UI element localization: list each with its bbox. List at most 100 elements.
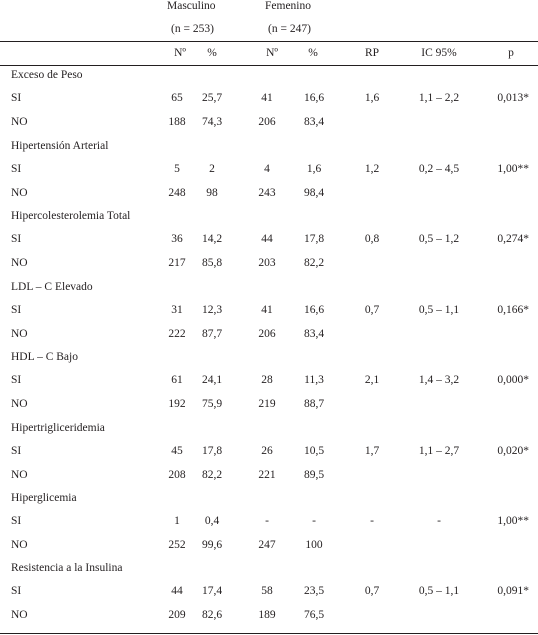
cell-f-pct: 88,7 (303, 398, 325, 410)
cell-m-n: 5 (174, 163, 180, 175)
section-title: LDL – C Elevado (11, 281, 93, 293)
cell-p-value: 0,020* (497, 445, 529, 457)
cell-m-n: 36 (171, 233, 183, 245)
section-title: Hipertrigliceridemia (11, 422, 105, 434)
row-label: NO (11, 328, 28, 340)
col-header-no-femenino: Nº (266, 47, 278, 59)
cell-f-n: 41 (261, 92, 273, 104)
cell-ic: 0,5 – 1,1 (418, 304, 460, 316)
table-row-si: SI 36 14,2 44 17,8 0,8 0,5 – 1,2 0,274* (0, 229, 538, 249)
cell-m-n: 61 (171, 374, 183, 386)
section-title-row: Exceso de Peso (0, 65, 538, 85)
row-label: SI (11, 92, 22, 104)
table-rule-bottom (0, 633, 538, 634)
cell-m-pct: 74,3 (201, 116, 223, 128)
cell-m-pct: 0,4 (204, 515, 220, 527)
table-row-no: NO 188 74,3 206 83,4 (0, 112, 538, 132)
cell-p-value: 0,000* (497, 374, 529, 386)
cell-f-n: 243 (258, 187, 276, 199)
cell-m-pct: 14,2 (201, 233, 223, 245)
row-label: SI (11, 304, 22, 316)
cell-rp: - (370, 515, 374, 527)
cell-p-value: 0,013* (497, 92, 529, 104)
table-row-si: SI 61 24,1 28 11,3 2,1 1,4 – 3,2 0,000* (0, 370, 538, 390)
cell-f-pct: 98,4 (303, 187, 325, 199)
row-label: NO (11, 257, 28, 269)
row-label: SI (11, 445, 22, 457)
cell-f-n: 4 (264, 163, 270, 175)
group-header-femenino: Femenino (265, 0, 311, 12)
n-masculino: (n = 253) (171, 23, 214, 35)
cell-ic: - (437, 515, 441, 527)
cell-m-n: 188 (168, 116, 186, 128)
table-row-si: SI 44 17,4 58 23,5 0,7 0,5 – 1,1 0,091* (0, 581, 538, 601)
cell-p-value: 1,00** (497, 515, 529, 527)
cell-f-n: 41 (261, 304, 273, 316)
row-label: SI (11, 233, 22, 245)
table-row-si: SI 1 0,4 - - - - 1,00** (0, 511, 538, 531)
header-rule-bottom (0, 65, 538, 66)
cell-p-value: 1,00** (497, 163, 529, 175)
cell-f-pct: 100 (305, 539, 323, 551)
cell-f-n: 203 (258, 257, 276, 269)
cell-f-n: 26 (261, 445, 273, 457)
table-row-no: NO 252 99,6 247 100 (0, 535, 538, 555)
row-label: SI (11, 163, 22, 175)
section-title: HDL – C Bajo (11, 351, 78, 363)
cell-f-pct: 10,5 (303, 445, 325, 457)
table-row-no: NO 192 75,9 219 88,7 (0, 394, 538, 414)
cell-m-n: 208 (168, 469, 186, 481)
cell-m-pct: 99,6 (201, 539, 223, 551)
cell-ic: 0,5 – 1,1 (418, 585, 460, 597)
section-title-row: Hipertrigliceridemia (0, 418, 538, 438)
cell-m-n: 44 (171, 585, 183, 597)
table-row-si: SI 65 25,7 41 16,6 1,6 1,1 – 2,2 0,013* (0, 88, 538, 108)
cell-f-pct: 16,6 (303, 304, 325, 316)
cell-p-value: 0,166* (497, 304, 529, 316)
header-rule-top (0, 41, 538, 42)
cell-m-n: 248 (168, 187, 186, 199)
cell-m-n: 1 (174, 515, 180, 527)
col-header-pct-masculino: % (207, 47, 217, 59)
table-row-no: NO 222 87,7 206 83,4 (0, 324, 538, 344)
row-label: SI (11, 585, 22, 597)
cell-f-n: 206 (258, 116, 276, 128)
cell-ic: 1,1 – 2,2 (418, 92, 460, 104)
section-title-row: Hiperglicemia (0, 488, 538, 508)
table-row-si: SI 5 2 4 1,6 1,2 0,2 – 4,5 1,00** (0, 159, 538, 179)
cell-f-n: 58 (261, 585, 273, 597)
section-title: Resistencia a la Insulina (11, 562, 123, 574)
section-title-row: Resistencia a la Insulina (0, 558, 538, 578)
cell-f-n: 28 (261, 374, 273, 386)
cell-ic: 1,1 – 2,7 (418, 445, 460, 457)
cell-m-pct: 2 (209, 163, 215, 175)
cell-m-pct: 82,2 (201, 469, 223, 481)
n-femenino: (n = 247) (268, 23, 311, 35)
cell-m-pct: 85,8 (201, 257, 223, 269)
cell-f-n: 247 (258, 539, 276, 551)
cell-rp: 1,2 (364, 163, 380, 175)
section-title: Hipercolesterolemia Total (11, 210, 131, 222)
section-title-row: Hipercolesterolemia Total (0, 206, 538, 226)
cell-m-n: 45 (171, 445, 183, 457)
table-row-si: SI 31 12,3 41 16,6 0,7 0,5 – 1,1 0,166* (0, 300, 538, 320)
cell-m-n: 217 (168, 257, 186, 269)
cell-rp: 1,6 (364, 92, 380, 104)
table-row-no: NO 209 82,6 189 76,5 (0, 605, 538, 625)
col-header-ic95: IC 95% (421, 47, 457, 59)
cell-ic: 1,4 – 3,2 (418, 374, 460, 386)
cell-rp: 1,7 (364, 445, 380, 457)
row-label: NO (11, 539, 28, 551)
col-header-rp: RP (364, 47, 380, 59)
cell-f-n: 219 (258, 398, 276, 410)
table-row-no: NO 217 85,8 203 82,2 (0, 253, 538, 273)
row-label: NO (11, 469, 28, 481)
cell-m-pct: 82,6 (201, 609, 223, 621)
cell-f-pct: 16,6 (303, 92, 325, 104)
row-label: NO (11, 187, 28, 199)
row-label: NO (11, 609, 28, 621)
cell-p-value: 0,274* (497, 233, 529, 245)
section-title: Hipertensión Arterial (11, 140, 109, 152)
row-label: SI (11, 374, 22, 386)
cell-ic: 0,2 – 4,5 (418, 163, 460, 175)
